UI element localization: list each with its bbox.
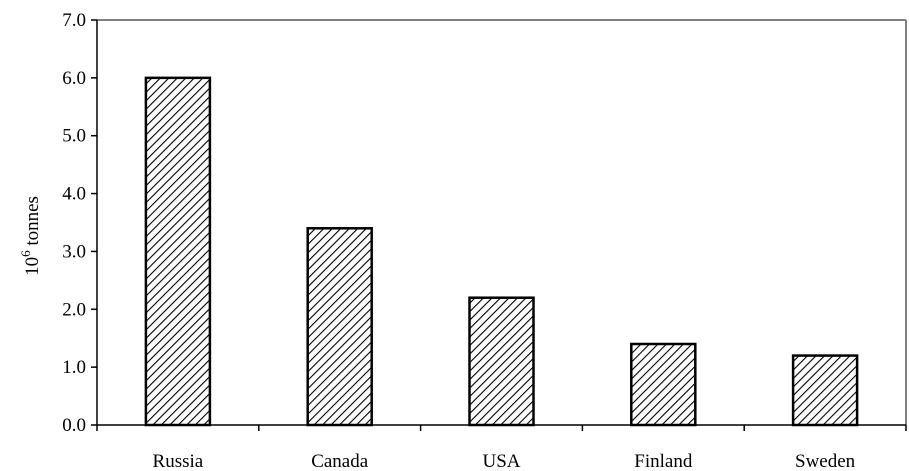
bar-finland <box>630 342 697 427</box>
y-axis-title: 106 tonnes <box>18 196 43 276</box>
category-label-canada: Canada <box>311 451 369 471</box>
y-tick-label: 2.0 <box>62 299 86 320</box>
bars <box>144 76 859 427</box>
bar-russia <box>144 76 212 427</box>
y-tick-label: 1.0 <box>62 357 86 378</box>
category-label-finland: Finland <box>634 451 693 471</box>
bar-sweden <box>791 354 859 427</box>
y-axis-ticks: 0.0 1.0 2.0 3.0 4.0 5.0 6.0 7.0 <box>62 10 907 436</box>
y-tick-label: 7.0 <box>62 10 86 31</box>
category-labels: Russia Canada USA Finland Sweden <box>153 451 856 471</box>
y-axis-title-unit: tonnes <box>22 196 43 250</box>
y-tick-label: 3.0 <box>62 241 86 262</box>
y-tick-label: 4.0 <box>62 184 86 205</box>
category-label-russia: Russia <box>153 451 204 471</box>
y-tick-label: 6.0 <box>62 68 86 89</box>
category-label-sweden: Sweden <box>795 451 856 471</box>
category-label-usa: USA <box>482 451 520 471</box>
y-axis-title-superscript: 6 <box>18 250 33 257</box>
y-tick-label: 5.0 <box>62 126 86 147</box>
y-axis-title-base: 10 <box>22 257 43 276</box>
bar-canada <box>306 227 373 427</box>
y-tick-label: 0.0 <box>62 415 86 436</box>
bar-usa <box>468 296 535 427</box>
